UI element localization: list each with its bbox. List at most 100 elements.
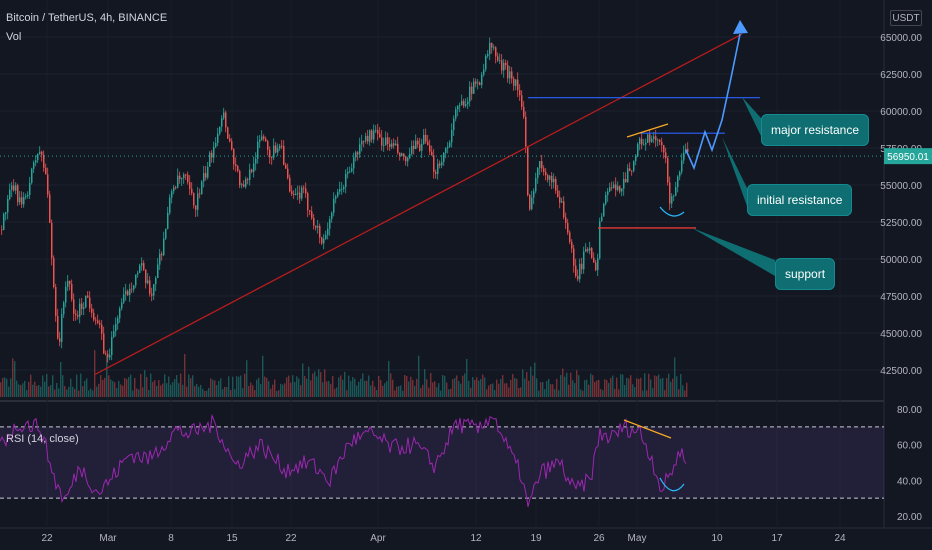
- candle-body: [173, 187, 175, 192]
- candle-body: [399, 152, 401, 157]
- volume-bar: [250, 382, 252, 397]
- candle-body: [429, 145, 431, 152]
- volume-bar: [434, 381, 436, 397]
- volume-bar: [232, 376, 234, 397]
- candle-body: [13, 185, 15, 191]
- candle-body: [243, 184, 245, 187]
- candle-body: [361, 141, 363, 145]
- volume-bar: [614, 388, 616, 397]
- candle-body: [161, 253, 163, 256]
- volume-bar: [334, 388, 336, 397]
- candle-body: [283, 145, 285, 165]
- volume-bar: [98, 383, 100, 397]
- candle-body: [549, 176, 551, 180]
- volume-bar: [524, 378, 526, 397]
- candle-body: [237, 166, 239, 171]
- volume-bar: [318, 369, 320, 397]
- candle-body: [113, 331, 115, 338]
- candle-body: [57, 316, 59, 339]
- volume-bar: [292, 375, 294, 397]
- candle-body: [391, 143, 393, 148]
- rsi-divergence-line: [623, 419, 672, 439]
- candle-body: [287, 168, 289, 178]
- candle-body: [539, 161, 541, 169]
- drawings: [0, 20, 884, 376]
- volume-bar: [276, 390, 278, 397]
- volume-bar: [284, 383, 286, 397]
- volume-bar: [246, 360, 248, 397]
- volume-bar: [498, 383, 500, 397]
- volume-bar: [106, 355, 108, 397]
- candle-body: [83, 307, 85, 309]
- candle-body: [573, 248, 575, 266]
- volume-bar: [586, 379, 588, 397]
- volume-bar: [424, 369, 426, 397]
- rsi-series: [0, 413, 687, 507]
- candle-body: [175, 187, 177, 189]
- candle-body: [381, 137, 383, 146]
- volume-bar: [376, 390, 378, 397]
- candle-body: [373, 130, 375, 140]
- volume-bar: [372, 380, 374, 397]
- volume-bar: [220, 378, 222, 397]
- volume-bar: [208, 387, 210, 397]
- candle-body: [33, 162, 35, 169]
- candle-body: [109, 355, 111, 358]
- volume-bar: [188, 374, 190, 397]
- candle-body: [223, 112, 225, 119]
- candle-body: [61, 314, 63, 342]
- candle-body: [411, 145, 413, 154]
- candle-body: [493, 47, 495, 49]
- grid: [0, 0, 932, 529]
- volume-bar: [456, 375, 458, 397]
- volume-bar: [254, 390, 256, 397]
- volume-bar: [374, 386, 376, 397]
- volume-bar: [34, 381, 36, 397]
- volume-bar: [368, 375, 370, 397]
- currency-button[interactable]: USDT: [890, 10, 922, 26]
- volume-bar: [84, 380, 86, 397]
- volume-bar: [290, 382, 292, 397]
- candle-body: [639, 138, 641, 145]
- volume-bar: [508, 387, 510, 397]
- volume-bar: [684, 390, 686, 397]
- last-price-tag: [884, 148, 932, 165]
- candle-body: [331, 212, 333, 220]
- volume-bar: [288, 375, 290, 397]
- volume-bar: [124, 377, 126, 397]
- volume-bar: [486, 389, 488, 397]
- volume-bar: [496, 379, 498, 397]
- volume-bar: [332, 375, 334, 397]
- volume-bar: [226, 386, 228, 397]
- volume-bar: [584, 380, 586, 397]
- volume-bar: [344, 371, 346, 397]
- candle-body: [233, 149, 235, 165]
- candle-body: [111, 337, 113, 356]
- volume-bar: [240, 375, 242, 397]
- rsi-band: [0, 426, 884, 499]
- candle-body: [123, 294, 125, 303]
- volume-bar: [382, 385, 384, 397]
- candle-body: [335, 196, 337, 199]
- volume-bar: [242, 388, 244, 397]
- candle-body: [527, 146, 529, 195]
- candle-body: [439, 163, 441, 166]
- candle-body: [141, 263, 143, 266]
- rsi-label: RSI (14, close): [6, 433, 79, 445]
- volume-bar: [134, 377, 136, 397]
- volume-bar: [162, 383, 164, 397]
- volume-bar: [360, 378, 362, 397]
- volume-bar: [190, 378, 192, 397]
- volume-bar: [40, 386, 42, 397]
- volume-bar: [252, 385, 254, 397]
- candle-body: [227, 127, 229, 139]
- volume-bar: [670, 381, 672, 397]
- candle-body: [17, 185, 19, 203]
- volume-bar: [378, 375, 380, 397]
- candle-body: [421, 144, 423, 151]
- rsi-bottom-curve: [659, 477, 685, 492]
- candle-body: [321, 237, 323, 244]
- candle-body: [167, 212, 169, 229]
- volume-bar: [594, 381, 596, 397]
- volume-bar: [490, 383, 492, 397]
